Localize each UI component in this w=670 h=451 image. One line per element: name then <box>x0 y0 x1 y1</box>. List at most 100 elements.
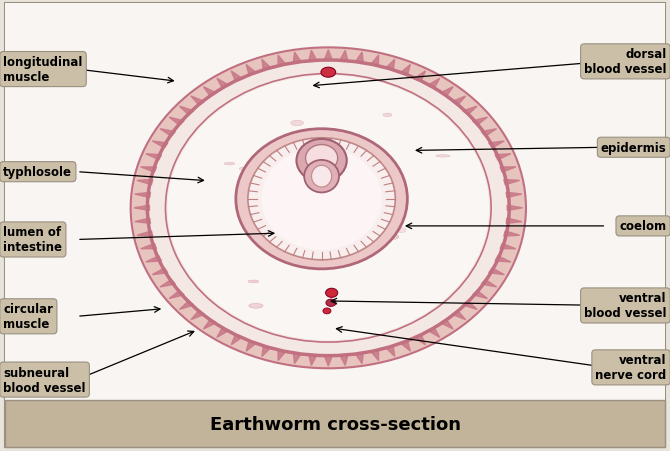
Polygon shape <box>152 268 168 275</box>
Polygon shape <box>191 97 204 106</box>
Polygon shape <box>145 154 161 161</box>
Ellipse shape <box>304 161 339 193</box>
Ellipse shape <box>252 225 267 228</box>
Polygon shape <box>414 335 425 345</box>
Ellipse shape <box>306 145 338 172</box>
Polygon shape <box>414 72 425 82</box>
Polygon shape <box>386 60 395 71</box>
Polygon shape <box>231 335 243 345</box>
Polygon shape <box>137 231 153 237</box>
Polygon shape <box>427 327 440 338</box>
Polygon shape <box>400 341 411 351</box>
Polygon shape <box>452 97 466 106</box>
Polygon shape <box>141 244 157 249</box>
Text: coelom: coelom <box>620 220 667 233</box>
Polygon shape <box>400 65 411 76</box>
Text: ventral
blood vessel: ventral blood vessel <box>584 292 667 320</box>
Ellipse shape <box>360 226 375 228</box>
Polygon shape <box>135 219 151 224</box>
Ellipse shape <box>249 304 263 308</box>
Polygon shape <box>169 291 184 299</box>
Polygon shape <box>135 193 151 198</box>
Text: lumen of
intestine: lumen of intestine <box>3 226 62 254</box>
Ellipse shape <box>306 141 320 144</box>
Ellipse shape <box>323 308 331 314</box>
Polygon shape <box>191 311 204 320</box>
Polygon shape <box>495 154 511 161</box>
Polygon shape <box>293 353 302 364</box>
Text: circular
muscle: circular muscle <box>3 303 54 331</box>
Ellipse shape <box>363 212 375 217</box>
Text: ventral
nerve cord: ventral nerve cord <box>596 354 667 382</box>
Polygon shape <box>324 51 332 61</box>
Text: epidermis: epidermis <box>601 142 667 154</box>
Polygon shape <box>495 256 511 262</box>
Ellipse shape <box>259 195 265 200</box>
Ellipse shape <box>252 214 257 216</box>
Polygon shape <box>262 60 271 71</box>
Ellipse shape <box>296 139 347 182</box>
Ellipse shape <box>131 48 526 368</box>
Ellipse shape <box>131 48 526 368</box>
Polygon shape <box>504 180 520 185</box>
Polygon shape <box>204 320 216 329</box>
Text: longitudinal
muscle: longitudinal muscle <box>3 56 82 84</box>
Polygon shape <box>217 79 229 89</box>
Text: dorsal
blood vessel: dorsal blood vessel <box>584 48 667 76</box>
Ellipse shape <box>269 247 282 252</box>
Ellipse shape <box>147 61 509 356</box>
Polygon shape <box>463 301 477 310</box>
Polygon shape <box>293 53 302 64</box>
Polygon shape <box>217 327 229 338</box>
Ellipse shape <box>383 114 392 117</box>
Polygon shape <box>488 268 505 275</box>
Polygon shape <box>488 142 505 148</box>
Polygon shape <box>141 167 157 173</box>
Polygon shape <box>506 193 522 198</box>
Polygon shape <box>427 79 440 89</box>
Polygon shape <box>246 341 257 351</box>
Ellipse shape <box>390 215 402 218</box>
Bar <box>5 400 665 447</box>
Polygon shape <box>440 320 453 329</box>
Ellipse shape <box>261 148 382 250</box>
Ellipse shape <box>168 76 489 341</box>
Polygon shape <box>355 353 363 364</box>
Polygon shape <box>371 350 379 361</box>
Ellipse shape <box>337 196 346 198</box>
Text: Earthworm cross-section: Earthworm cross-section <box>210 415 460 433</box>
Polygon shape <box>481 280 496 287</box>
Polygon shape <box>481 129 496 137</box>
Polygon shape <box>246 65 257 76</box>
Polygon shape <box>440 87 453 97</box>
Ellipse shape <box>383 235 399 240</box>
Ellipse shape <box>239 168 250 171</box>
Ellipse shape <box>248 138 395 260</box>
Polygon shape <box>180 301 194 310</box>
Polygon shape <box>452 311 466 320</box>
Text: subneural
blood vessel: subneural blood vessel <box>3 366 86 394</box>
Polygon shape <box>500 244 516 249</box>
Polygon shape <box>340 51 348 62</box>
Polygon shape <box>204 87 216 97</box>
Polygon shape <box>278 350 286 361</box>
Polygon shape <box>278 56 286 67</box>
Text: typhlosole: typhlosole <box>3 166 72 179</box>
Polygon shape <box>231 72 243 82</box>
Ellipse shape <box>321 68 336 78</box>
Ellipse shape <box>397 228 406 233</box>
Ellipse shape <box>326 299 336 307</box>
Polygon shape <box>309 51 317 62</box>
Polygon shape <box>386 346 395 357</box>
Polygon shape <box>160 129 176 137</box>
Ellipse shape <box>224 163 234 166</box>
Polygon shape <box>507 206 523 211</box>
Ellipse shape <box>248 281 259 283</box>
Ellipse shape <box>387 218 402 223</box>
Ellipse shape <box>356 235 363 237</box>
Polygon shape <box>355 53 363 64</box>
Polygon shape <box>340 355 348 366</box>
Polygon shape <box>463 107 477 115</box>
Polygon shape <box>134 206 149 211</box>
Polygon shape <box>506 219 522 224</box>
